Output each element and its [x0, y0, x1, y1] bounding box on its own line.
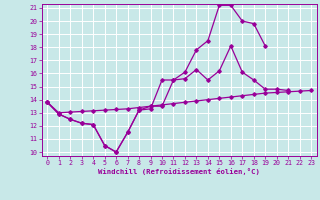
X-axis label: Windchill (Refroidissement éolien,°C): Windchill (Refroidissement éolien,°C)	[98, 168, 260, 175]
